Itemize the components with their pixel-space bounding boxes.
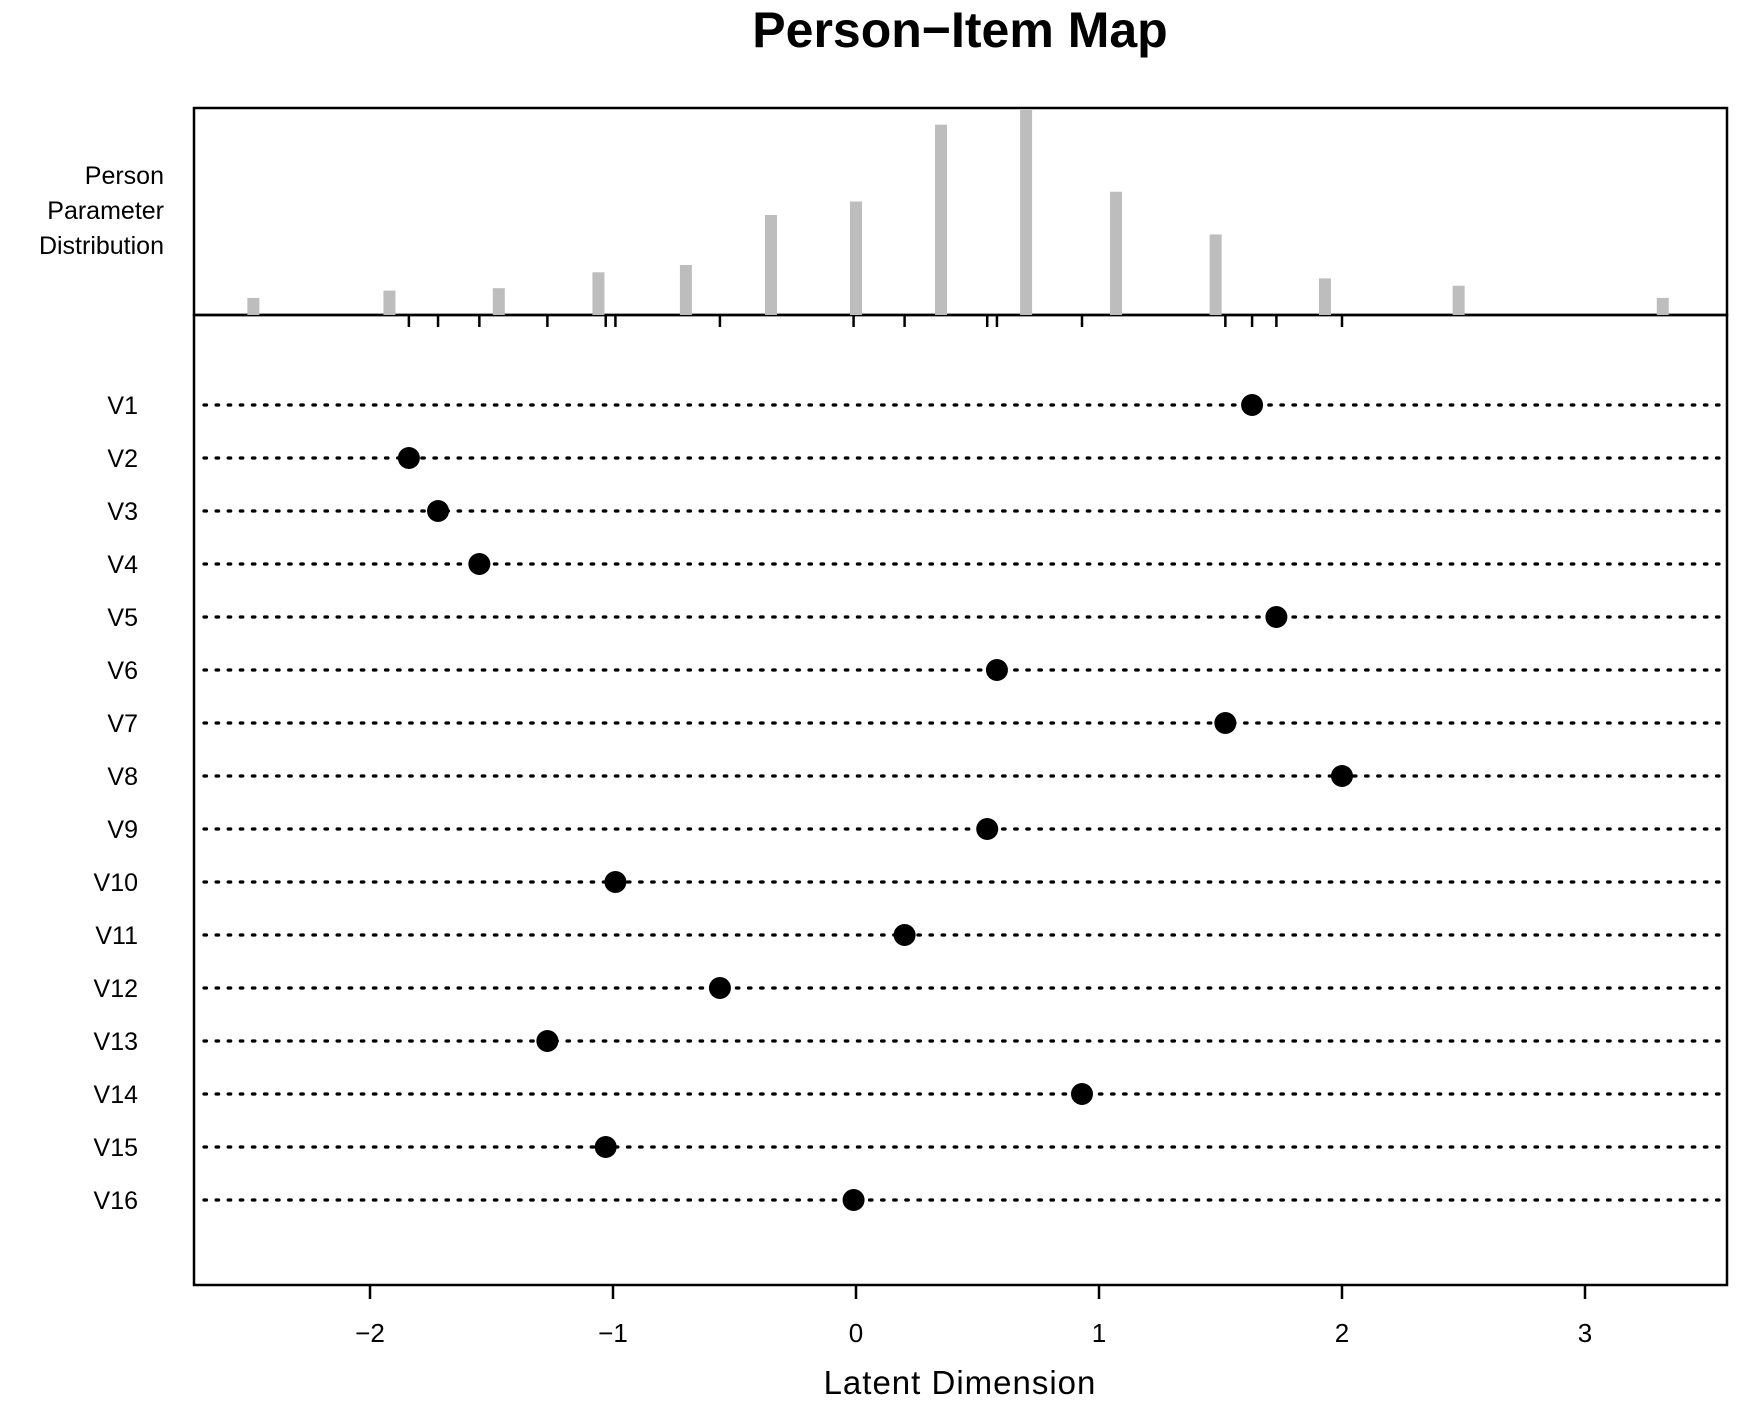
item-label: V10	[94, 869, 138, 897]
item-label: V8	[107, 763, 138, 791]
item-label: V2	[107, 445, 138, 473]
item-row: V4	[107, 551, 1724, 579]
person-distribution-bar	[850, 201, 862, 315]
item-label: V11	[95, 922, 138, 950]
item-point	[1331, 765, 1353, 787]
person-distribution-bar	[1110, 191, 1123, 315]
item-point	[468, 553, 491, 575]
item-row: V11	[95, 922, 1724, 950]
item-map-frame	[192, 313, 1729, 1287]
item-row: V5	[107, 604, 1724, 632]
item-point	[893, 924, 916, 946]
person-label-line-1: Person	[85, 162, 164, 190]
item-row: V2	[107, 445, 1724, 473]
item-point	[976, 818, 999, 840]
item-row: V6	[107, 657, 1724, 685]
item-label: V9	[107, 816, 138, 844]
person-distribution-bars	[247, 110, 1669, 316]
x-tick-label: 0	[849, 1318, 863, 1348]
x-axis: −2 −1 0 1 2 3	[355, 1285, 1592, 1348]
item-label: V6	[107, 657, 138, 685]
person-distribution-bar	[247, 297, 260, 315]
item-threshold-ticks	[407, 315, 1344, 327]
item-label: V12	[94, 975, 138, 1003]
item-row: V15	[94, 1134, 1724, 1162]
person-distribution-bar	[1318, 278, 1331, 315]
person-parameter-label: Person Parameter Distribution	[39, 162, 164, 260]
item-label: V4	[107, 551, 138, 579]
item-point	[1214, 712, 1237, 734]
x-axis-label: Latent Dimension	[824, 1364, 1097, 1401]
item-label: V5	[107, 604, 138, 632]
person-distribution-bar	[1209, 234, 1222, 315]
x-tick-label: 2	[1335, 1318, 1349, 1348]
item-point	[594, 1136, 617, 1158]
person-distribution-bar	[1656, 297, 1669, 315]
item-row: V9	[107, 816, 1724, 844]
person-label-line-3: Distribution	[39, 232, 164, 260]
x-tick-label: −1	[598, 1318, 628, 1348]
person-distribution-frame	[192, 106, 1729, 317]
item-row: V14	[94, 1081, 1724, 1109]
x-tick-label: 1	[1092, 1318, 1106, 1348]
item-rows: V1 V2 V3 V4 V5 V6 V7 V8 V9 V10 V11 V12 V13 V14 V15 V16	[94, 392, 1724, 1215]
item-row: V13	[94, 1028, 1724, 1056]
item-label: V7	[107, 710, 138, 738]
person-distribution-bar	[383, 290, 396, 315]
item-point	[1070, 1083, 1093, 1105]
item-row: V16	[94, 1187, 1724, 1215]
person-label-line-2: Parameter	[47, 197, 164, 225]
item-label: V16	[94, 1187, 138, 1215]
item-row: V12	[94, 975, 1724, 1003]
person-distribution-bar	[679, 264, 692, 315]
item-label: V1	[107, 392, 138, 420]
item-label: V3	[107, 498, 138, 526]
item-point	[536, 1030, 559, 1052]
item-point	[604, 871, 627, 893]
item-point	[397, 447, 420, 469]
person-distribution-bar	[935, 124, 948, 316]
item-row: V10	[94, 869, 1724, 897]
person-distribution-bar	[1020, 110, 1033, 315]
item-label: V15	[94, 1134, 138, 1162]
item-point	[427, 500, 450, 522]
item-point	[1241, 394, 1264, 416]
item-point	[842, 1189, 865, 1211]
item-label: V13	[94, 1028, 138, 1056]
chart-title: Person−Item Map	[752, 2, 1167, 58]
item-row: V7	[107, 710, 1724, 738]
x-tick-label: −2	[355, 1318, 385, 1348]
x-tick-label: 3	[1578, 1318, 1592, 1348]
item-point	[708, 977, 731, 999]
person-distribution-bar	[592, 272, 605, 315]
item-row: V3	[107, 498, 1724, 526]
item-point	[985, 659, 1008, 681]
item-row: V8	[107, 763, 1724, 791]
person-distribution-bar	[492, 288, 505, 315]
item-row: V1	[107, 392, 1724, 420]
person-distribution-bar	[1452, 285, 1465, 315]
person-distribution-bar	[764, 214, 777, 315]
item-label: V14	[94, 1081, 139, 1109]
item-point	[1265, 606, 1288, 628]
